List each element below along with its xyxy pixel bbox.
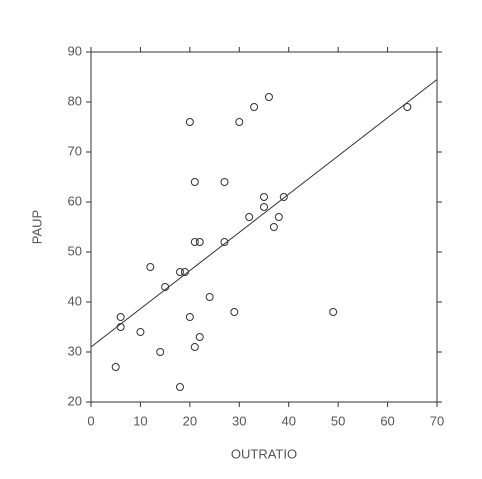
y-tick-label: 80 [68,93,82,108]
point [220,178,229,186]
point [175,268,184,276]
y-tick-label: 40 [68,293,82,308]
y-tick-label: 30 [68,343,82,358]
point [185,313,194,321]
y-tick-label: 60 [68,193,82,208]
y-tick-label: 20 [68,393,82,408]
point [190,343,199,351]
point [156,348,165,356]
point [205,293,214,301]
point [274,213,283,221]
y-tick-label: 90 [68,43,82,58]
y-axis-label: PAUP [29,210,44,244]
point [403,103,412,111]
x-tick-label: 30 [232,413,246,428]
x-tick-label: 10 [133,413,147,428]
point [264,93,273,101]
x-tick-label: 60 [380,413,394,428]
point [245,213,254,221]
point [190,238,199,246]
point [329,308,338,316]
x-tick-label: 40 [281,413,295,428]
point [279,193,288,201]
point [260,203,268,211]
point [146,263,155,271]
trend-line [90,79,438,348]
point [195,238,204,246]
point [235,118,244,126]
y-tick-label: 70 [68,143,82,158]
point [269,223,278,231]
point [190,178,199,186]
point [185,118,194,126]
x-tick-label: 20 [183,413,197,428]
point [116,313,125,321]
point [136,328,145,336]
y-tick-label: 50 [68,243,82,258]
point [175,383,184,391]
point [220,238,229,246]
x-tick-label: 50 [331,413,345,428]
point [230,308,239,316]
point [250,103,259,111]
x-axis-label: OUTRATIO [231,446,297,461]
point [195,333,204,341]
x-tick-label: 70 [430,413,444,428]
x-tick-label: 0 [87,413,94,428]
plot-frame [90,51,438,403]
point [111,363,120,371]
point [260,193,268,201]
